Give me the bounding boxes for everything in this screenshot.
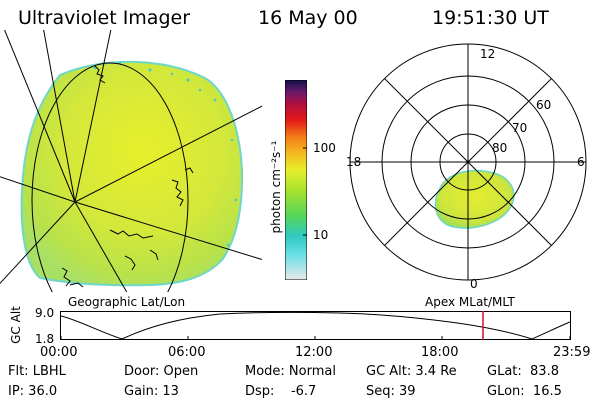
altitude-axis-label: GC Alt: [9, 306, 23, 344]
time-tick-1800: 18:00: [421, 345, 459, 360]
mlat-label-70: 70: [512, 121, 528, 135]
gc-alt-status: GC Alt: 3.4 Re: [366, 364, 457, 379]
limb-noise: [93, 61, 238, 247]
colorbar-tick-100: 100: [313, 141, 336, 155]
auroral-oval: [434, 169, 515, 229]
altitude-ymin-label: 1.8: [35, 332, 55, 346]
altitude-curve: [60, 311, 571, 340]
dsp-status: Dsp: -6.7: [245, 384, 317, 399]
seq-status: Seq: 39: [366, 384, 416, 399]
mlt-label-12: 12: [480, 47, 496, 61]
polar-plot: [349, 43, 587, 281]
mlat-label-80: 80: [492, 141, 508, 155]
door-status: Door: Open: [124, 364, 199, 379]
filter-status: Flt: LBHL: [8, 364, 66, 379]
mlt-label-6: 6: [577, 155, 585, 169]
geographic-image: [0, 30, 262, 292]
ip-status: IP: 36.0: [8, 384, 58, 399]
colorbar-unit-label: photon cm⁻²s⁻¹: [269, 140, 283, 234]
earth-disc-emission: [20, 60, 244, 287]
mlt-label-0: 0: [470, 277, 478, 291]
mode-status: Mode: Normal: [245, 364, 336, 379]
apex-panel-label: Apex MLat/MLT: [425, 295, 515, 309]
geographic-panel-label: Geographic Lat/Lon: [68, 295, 186, 309]
altitude-ymax-label: 9.0: [35, 306, 55, 320]
polar-grid: [349, 43, 587, 281]
time-tick-1200: 12:00: [295, 345, 333, 360]
observation-time: 19:51:30 UT: [432, 7, 549, 29]
colorbar-tick-10: 10: [313, 228, 329, 242]
gain-status: Gain: 13: [124, 384, 179, 399]
observation-date: 16 May 00: [258, 7, 358, 29]
glon-status: GLon: 16.5: [487, 384, 562, 399]
time-tick-0600: 06:00: [168, 345, 206, 360]
coastlines: [61, 65, 194, 288]
colorbar: [285, 80, 307, 280]
altitude-time-ticks: [60, 336, 571, 340]
time-tick-2359: 23:59: [553, 345, 591, 360]
lat-lon-grid: [0, 30, 262, 292]
time-tick-0000: 00:00: [40, 345, 78, 360]
instrument-title: Ultraviolet Imager: [18, 7, 191, 29]
mlat-label-60: 60: [536, 98, 552, 112]
altitude-plot: [60, 311, 571, 340]
glat-status: GLat: 83.8: [487, 364, 559, 379]
mlt-label-18: 18: [346, 155, 362, 169]
